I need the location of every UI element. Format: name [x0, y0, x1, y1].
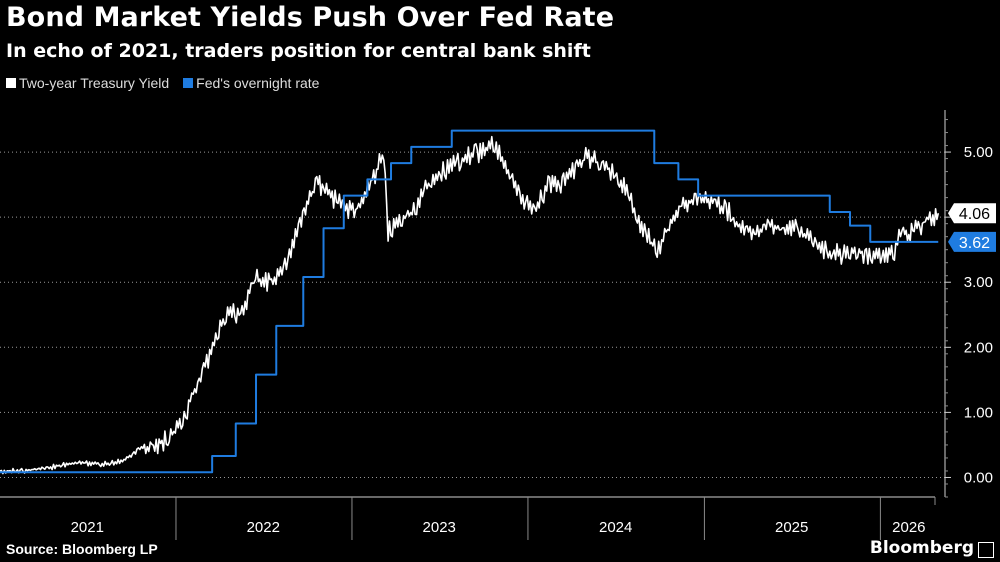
source-note: Source: Bloomberg LP: [6, 541, 158, 557]
x-tick-label: 2023: [423, 519, 456, 536]
chart-legend: Two-year Treasury Yield Fed's overnight …: [6, 75, 333, 91]
x-tick-label: 2025: [775, 519, 808, 536]
legend-label-fed: Fed's overnight rate: [196, 75, 320, 91]
bloomberg-logo: Bloomberg: [869, 538, 974, 558]
y-tick-label: 2.00: [964, 339, 993, 356]
chart-subtitle: In echo of 2021, traders position for ce…: [6, 40, 591, 62]
x-tick-label: 2021: [71, 519, 104, 536]
y-tick-label: 5.00: [964, 144, 993, 161]
chart-title: Bond Market Yields Push Over Fed Rate: [6, 2, 615, 33]
y-tick-label: 0.00: [964, 469, 993, 486]
y-tick-label: 1.00: [964, 404, 993, 421]
end-label-box-fed: [948, 231, 996, 252]
x-tick-label: 2026: [892, 519, 925, 536]
series-line-fed: [0, 129, 939, 474]
end-label-box-treasury: [948, 203, 996, 224]
y-tick-label: 3.00: [964, 274, 993, 291]
legend-item-fed: Fed's overnight rate: [183, 75, 319, 91]
legend-swatch-fed: [183, 78, 194, 88]
legend-swatch-treasury: [6, 78, 16, 88]
legend-item-treasury: Two-year Treasury Yield: [6, 75, 169, 91]
end-label-fed: 3.62: [959, 235, 990, 252]
end-label-treasury: 4.06: [959, 206, 990, 223]
series-line-treasury: [0, 135, 940, 475]
legend-label-treasury: Two-year Treasury Yield: [19, 75, 170, 91]
bloomberg-icon: [978, 542, 994, 558]
x-tick-label: 2022: [247, 519, 280, 536]
x-tick-label: 2024: [599, 519, 632, 536]
